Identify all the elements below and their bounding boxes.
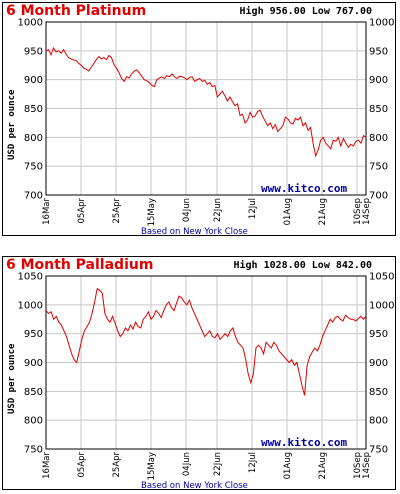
high-value: High 1028.00 [233, 260, 306, 271]
y-tick-label: 850 [24, 387, 43, 398]
x-tick-label: 16Mar [42, 198, 52, 225]
y-tick-label: 850 [24, 104, 43, 115]
y-tick-label: 1050 [18, 272, 43, 283]
x-tick-label: 15May [147, 452, 157, 480]
x-tick-label: 22Jun [213, 452, 223, 476]
y-tick-label-right: 850 [369, 387, 388, 398]
y-tick-label-right: 700 [369, 191, 388, 202]
y-tick-label-right: 1000 [369, 18, 394, 29]
x-tick-label: 10Sep [353, 452, 363, 479]
x-tick-label: 21Aug [318, 452, 328, 479]
platinum-plot: 700 700 750 750 800 800 850 850 900 900 950 950 1000… [18, 18, 395, 227]
x-tick-label: 22Jun [213, 198, 223, 222]
x-tick-label: 14Sep [362, 198, 372, 225]
x-tick-label: 12Jul [248, 452, 258, 473]
x-tick-label: 12Jul [248, 198, 258, 219]
plot-area [45, 275, 367, 450]
x-tick-label: 10Sep [353, 198, 363, 225]
y-tick-label: 750 [24, 445, 43, 456]
x-tick-label: 15May [147, 198, 157, 226]
y-tick-label-right: 900 [369, 75, 388, 86]
x-tick-label: 01Aug [283, 198, 293, 225]
y-tick-label-right: 1050 [369, 272, 394, 283]
y-tick-label-right: 950 [369, 329, 388, 340]
chart-frame [2, 2, 396, 236]
x-tick-label: 21Aug [318, 198, 328, 225]
x-tick-label: 05Apr [77, 452, 87, 478]
x-tick-label: 25Apr [112, 452, 122, 478]
y-tick-label-right: 750 [369, 162, 388, 173]
kitco-watermark: www.kitco.com [261, 182, 348, 195]
y-tick-label: 950 [24, 46, 43, 57]
y-tick-label: 950 [24, 329, 43, 340]
y-tick-label: 1000 [18, 300, 43, 311]
close-note: Based on New York Close [141, 227, 248, 237]
y-tick-label-right: 850 [369, 104, 388, 115]
y-tick-label: 800 [24, 133, 43, 144]
high-low-summary: High 1028.00 Low 842.00 [234, 260, 373, 271]
high-value: High 956.00 [239, 6, 306, 17]
palladium-chart-panel: 6 Month Palladium High 1028.00 Low 842.0… [0, 254, 400, 494]
price-series-line [45, 46, 367, 158]
y-tick-label-right: 800 [369, 133, 388, 144]
y-tick-label-right: 800 [369, 416, 388, 427]
x-tick-label: 05Apr [77, 198, 87, 224]
low-value: Low 842.00 [311, 260, 372, 271]
chart-title: 6 Month Palladium [6, 257, 154, 273]
y-tick-label-right: 750 [369, 445, 388, 456]
kitco-watermark: www.kitco.com [261, 436, 348, 449]
close-note: Based on New York Close [141, 481, 248, 491]
chart-frame [2, 256, 396, 490]
price-series-line [45, 287, 367, 396]
y-tick-label: 700 [24, 191, 43, 202]
x-tick-label: 16Mar [42, 452, 52, 479]
low-value: Low 767.00 [311, 6, 372, 17]
y-tick-label: 750 [24, 162, 43, 173]
palladium-plot: 750 750 800 800 850 850 900 900 950 950 1000 1000 10… [18, 272, 395, 481]
y-tick-label: 900 [24, 75, 43, 86]
platinum-chart-panel: 6 Month Platinum High 956.00 Low 767.00 … [0, 0, 400, 240]
y-tick-label-right: 900 [369, 358, 388, 369]
y-tick-label-right: 950 [369, 46, 388, 57]
y-tick-label: 1000 [18, 18, 43, 29]
x-tick-label: 04Jun [182, 452, 192, 476]
y-tick-label: 900 [24, 358, 43, 369]
y-tick-label: 800 [24, 416, 43, 427]
x-tick-label: 25Apr [112, 198, 122, 224]
high-low-summary: High 956.00 Low 767.00 [240, 6, 372, 17]
chart-title: 6 Month Platinum [6, 3, 147, 19]
y-tick-label-right: 1000 [369, 300, 394, 311]
x-tick-label: 04Jun [182, 198, 192, 222]
plot-area [45, 21, 367, 196]
x-tick-label: 14Sep [362, 452, 372, 479]
x-tick-label: 01Aug [283, 452, 293, 479]
